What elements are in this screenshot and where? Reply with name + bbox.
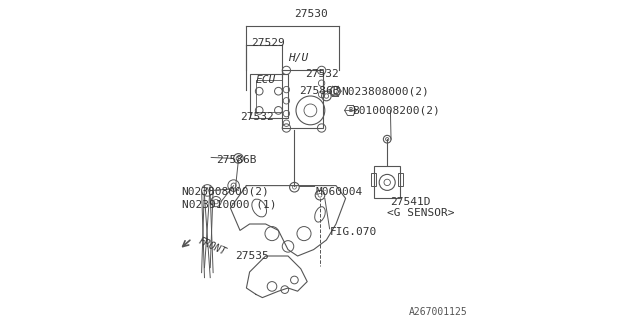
- Text: 27532: 27532: [306, 68, 339, 79]
- Ellipse shape: [315, 207, 325, 222]
- Text: FIG.070: FIG.070: [330, 227, 377, 237]
- Text: N023910000 (1): N023910000 (1): [182, 200, 277, 210]
- Text: <G SENSOR>: <G SENSOR>: [387, 208, 454, 218]
- Bar: [282, 70, 323, 128]
- Text: 27532: 27532: [240, 112, 274, 122]
- Text: 27586B: 27586B: [300, 86, 340, 96]
- Text: 27586B: 27586B: [216, 155, 257, 165]
- Bar: [250, 74, 288, 118]
- Text: 27541D: 27541D: [390, 196, 431, 207]
- Text: B010008200(2): B010008200(2): [352, 105, 440, 116]
- Text: 27530: 27530: [294, 9, 328, 20]
- Bar: [398, 173, 403, 186]
- Text: M060004: M060004: [315, 187, 362, 197]
- Text: FRONT: FRONT: [197, 236, 228, 257]
- Text: N023808000(2): N023808000(2): [340, 86, 429, 96]
- Bar: [374, 166, 400, 198]
- Ellipse shape: [252, 199, 266, 217]
- Text: 27535: 27535: [236, 251, 269, 261]
- Text: N: N: [333, 89, 339, 94]
- Text: N023808000(2): N023808000(2): [181, 187, 269, 197]
- Text: N: N: [205, 188, 209, 193]
- Text: ECU: ECU: [256, 75, 276, 85]
- Text: N: N: [335, 87, 340, 93]
- Bar: [371, 173, 376, 186]
- Text: A267001125: A267001125: [409, 307, 468, 317]
- Bar: [256, 80, 282, 112]
- Text: B: B: [348, 108, 353, 113]
- Text: H/U: H/U: [288, 52, 308, 63]
- Text: 27529: 27529: [251, 38, 285, 48]
